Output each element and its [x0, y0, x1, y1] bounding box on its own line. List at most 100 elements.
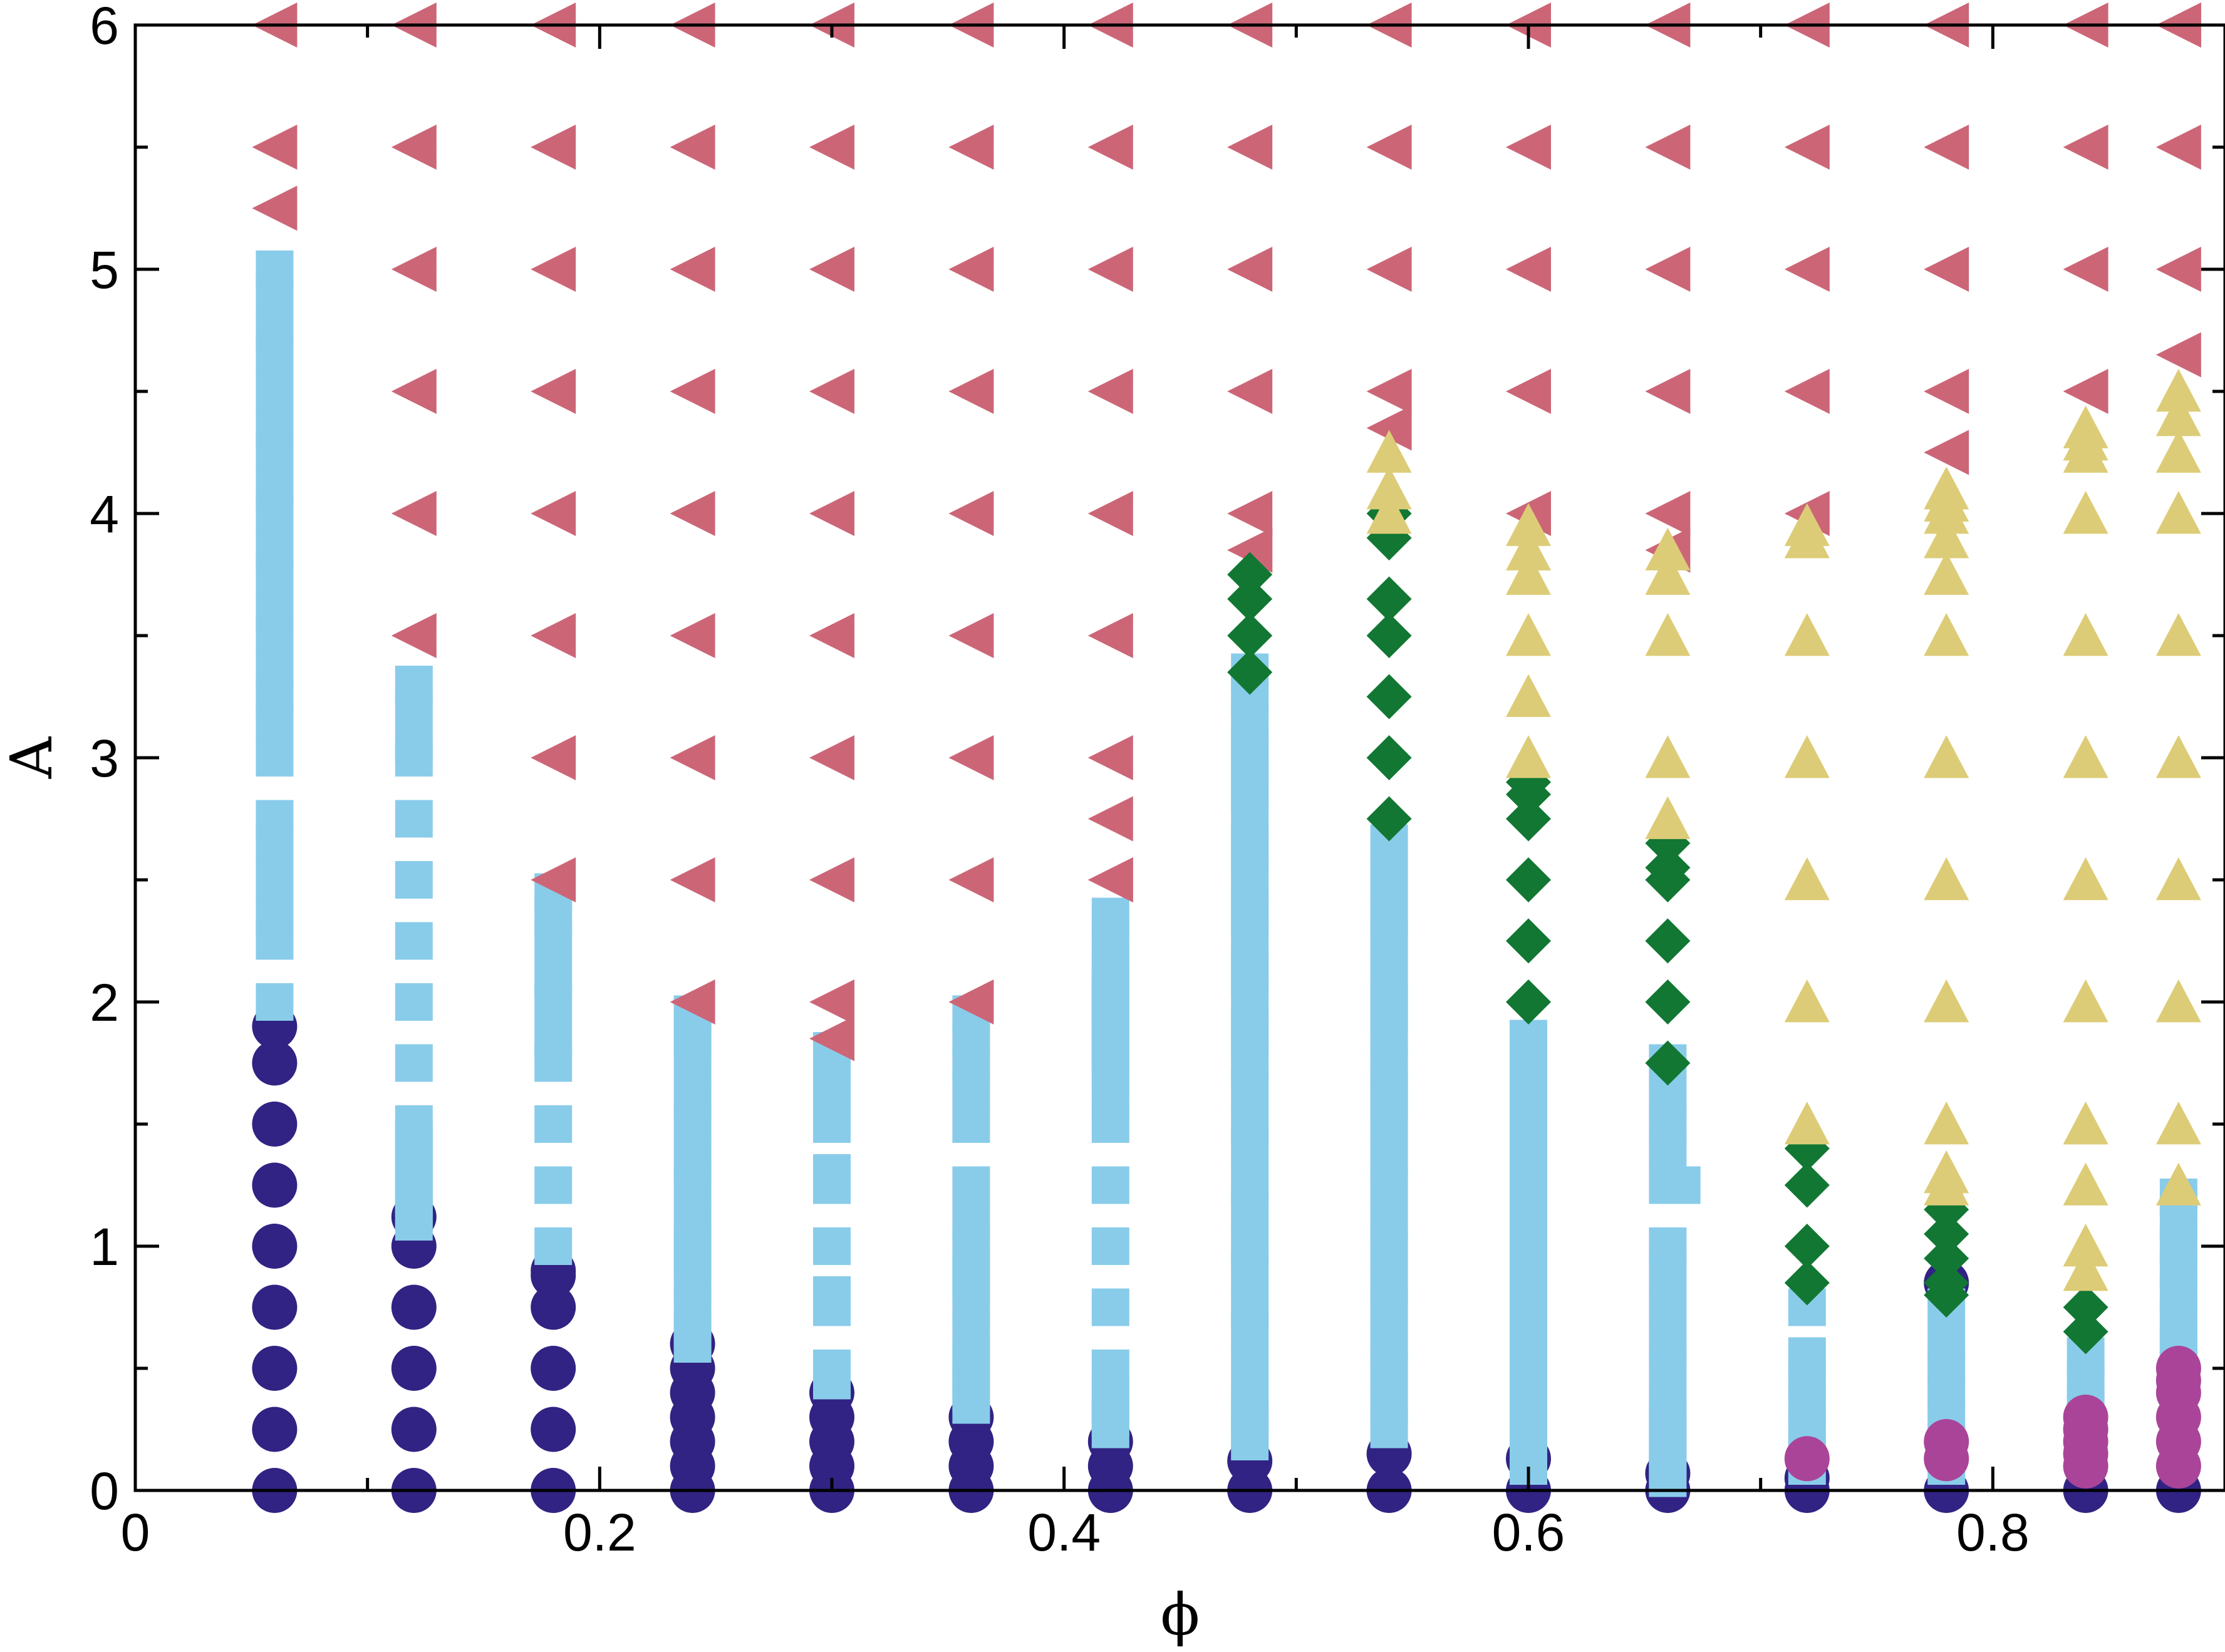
square-point — [813, 1276, 851, 1314]
triangle-left-point — [1784, 247, 1830, 292]
triangle-up-point — [1506, 552, 1551, 595]
square-point — [395, 861, 433, 899]
triangle-left-point — [252, 185, 298, 231]
triangle-left-point — [1506, 369, 1551, 414]
triangle-left-point — [1227, 369, 1273, 414]
triangle-up-point — [2155, 430, 2201, 473]
triangle-up-point — [2155, 1162, 2201, 1205]
diamond-point — [1506, 796, 1551, 842]
square-point — [1370, 1325, 1408, 1363]
axis-ticks — [133, 23, 2225, 1492]
triangle-left-point — [391, 369, 437, 414]
triangle-left-point — [670, 491, 715, 536]
square-point — [673, 1325, 712, 1363]
triangle-up-point — [1924, 478, 1969, 522]
triangle-up-point — [1645, 613, 1691, 656]
y-tick-label: 3 — [90, 729, 119, 788]
x-tick-label: 0 — [121, 1503, 150, 1562]
triangle-left-point — [948, 491, 994, 536]
square-point — [256, 897, 294, 936]
triangle-up-point — [2063, 491, 2108, 534]
square-point — [813, 1105, 851, 1143]
triangle-left-point — [1087, 735, 1133, 780]
diamond-point — [1366, 674, 1412, 720]
triangle-up-point — [1645, 796, 1691, 839]
triangle-left-point — [1227, 491, 1273, 536]
diamond-point — [1506, 772, 1551, 817]
circle-point — [252, 1040, 298, 1086]
diamond-point — [1784, 1260, 1830, 1306]
triangle-left-point — [948, 247, 994, 292]
square-point — [1370, 995, 1408, 1033]
triangle-left-point — [1924, 430, 1969, 475]
triangle-left-point — [1784, 125, 1830, 170]
triangle-left-point — [531, 125, 576, 170]
triangle-left-point — [1366, 405, 1412, 451]
triangle-up-point — [1366, 467, 1412, 510]
square-point — [1510, 1081, 1547, 1118]
square-point — [1231, 1350, 1269, 1387]
square-point — [1649, 1252, 1687, 1289]
diamond-point — [1227, 649, 1273, 695]
circle-point — [391, 1346, 437, 1391]
triangle-left-point — [1645, 369, 1691, 414]
square-point — [1091, 1410, 1129, 1448]
triangle-left-point — [809, 1016, 854, 1061]
triangle-left-point — [670, 613, 715, 658]
diamond-point — [2063, 1309, 2108, 1355]
triangle-left-point — [809, 491, 854, 536]
triangle-left-point — [531, 735, 576, 780]
square-point — [1649, 1130, 1687, 1167]
y-axis-label: A — [0, 736, 65, 779]
triangle-up-point — [2063, 735, 2108, 778]
triangle-left-point — [948, 857, 994, 902]
triangle-left-point — [1087, 369, 1133, 414]
square-point — [1231, 959, 1269, 996]
square-point — [1231, 726, 1269, 765]
triangle-up-point — [1784, 1102, 1830, 1145]
triangle-up-point — [2155, 857, 2201, 901]
triangle-up-point — [2063, 1248, 2108, 1291]
triangle-up-point — [2063, 418, 2108, 461]
y-tick-label: 1 — [90, 1217, 119, 1276]
triangle-left-point — [1366, 125, 1412, 170]
triangle-up-point — [1506, 613, 1551, 656]
square-point — [952, 1068, 990, 1107]
triangle-up-point — [2155, 1102, 2201, 1145]
triangle-up-point — [2155, 735, 2201, 778]
triangle-left-point — [531, 369, 576, 414]
triangle-up-point — [1506, 503, 1551, 546]
circle-point — [252, 1407, 298, 1452]
triangle-left-point — [1227, 527, 1273, 573]
diamond-point — [1924, 1273, 1969, 1318]
square-point — [1091, 1081, 1129, 1118]
square-point — [256, 592, 294, 630]
square-point — [534, 1105, 573, 1143]
triangle-left-point — [948, 979, 994, 1025]
circle-point — [252, 1162, 298, 1208]
square-point — [256, 861, 294, 899]
triangle-left-point — [1087, 491, 1133, 536]
diamond-point — [1645, 979, 1691, 1025]
square-point — [673, 1239, 712, 1278]
triangle-up-point — [1645, 735, 1691, 778]
circle-point — [252, 1284, 298, 1330]
square-point — [1510, 1264, 1547, 1302]
triangle-left-point — [1924, 369, 1969, 414]
circle-point — [531, 1346, 576, 1391]
square-point — [1370, 959, 1408, 996]
triangle-left-point — [809, 735, 854, 780]
triangle-up-point — [2063, 1224, 2108, 1267]
triangle-left-point — [1924, 247, 1969, 292]
circle-point — [1784, 1436, 1830, 1482]
triangle-up-point — [1924, 552, 1969, 595]
triangle-left-point — [809, 247, 854, 292]
diamond-point — [1366, 613, 1412, 658]
triangle-left-point — [809, 369, 854, 414]
y-tick-label: 2 — [90, 973, 119, 1032]
x-tick-label: 0.8 — [1956, 1503, 2030, 1562]
square-point — [395, 1203, 433, 1241]
square-point — [1091, 1288, 1129, 1326]
square-point — [256, 824, 294, 862]
